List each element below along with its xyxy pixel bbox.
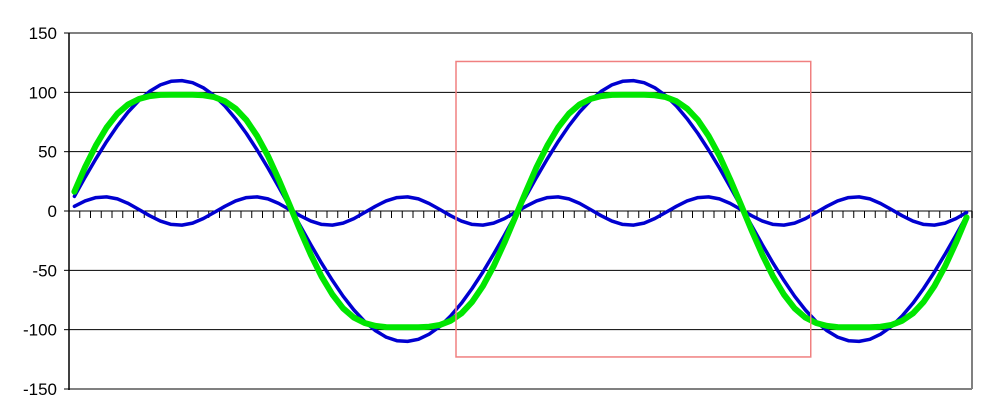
series-line-3 <box>71 91 970 331</box>
annotations <box>455 60 812 358</box>
highlight-rectangle <box>455 60 812 358</box>
y-tick-label: 100 <box>29 83 57 102</box>
y-tick-label: 50 <box>38 143 57 162</box>
y-tick-label: 0 <box>48 202 57 221</box>
y-tick-label: -50 <box>32 261 57 280</box>
y-tick-label: -150 <box>23 380 57 399</box>
y-tick-label: -100 <box>23 321 57 340</box>
series-lines <box>71 78 970 344</box>
y-axis-tick-labels: 150 100 50 0 -50 -100 -150 <box>23 24 69 399</box>
gridlines <box>69 91 972 331</box>
y-tick-label: 150 <box>29 24 57 43</box>
